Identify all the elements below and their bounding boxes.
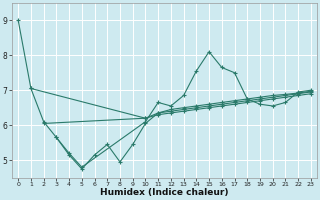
X-axis label: Humidex (Indice chaleur): Humidex (Indice chaleur) — [100, 188, 229, 197]
